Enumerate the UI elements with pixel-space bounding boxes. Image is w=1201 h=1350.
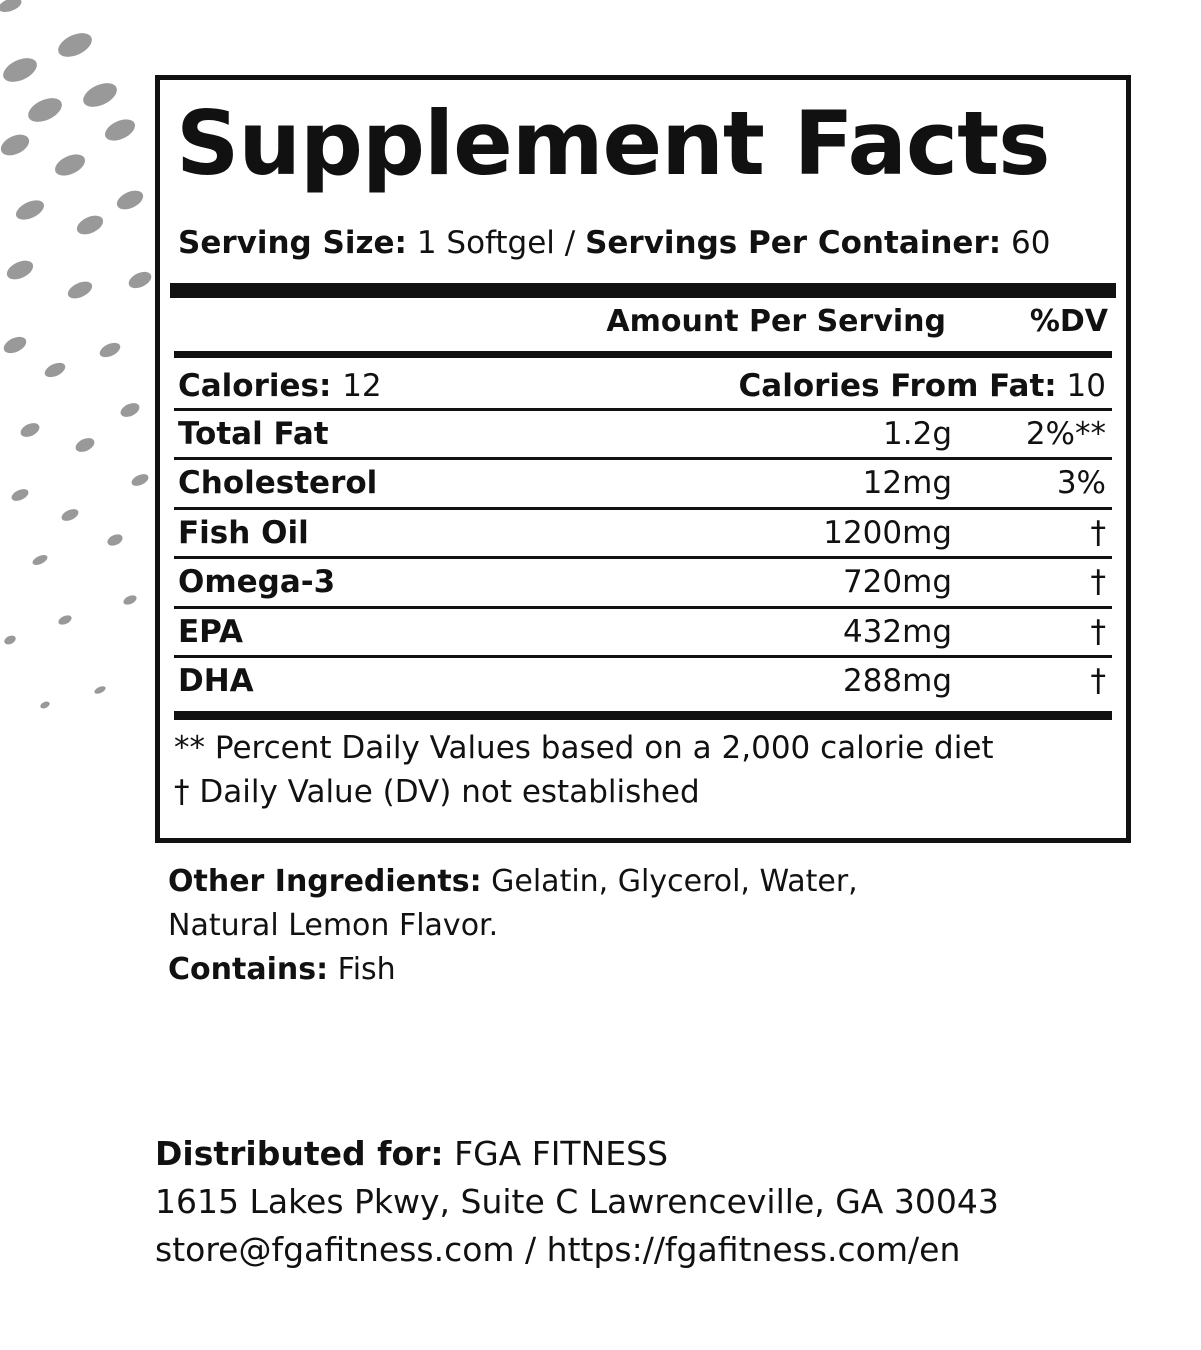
label: Other Ingredients:	[168, 864, 482, 899]
label: Calories:	[178, 368, 332, 404]
amount: 288mg	[842, 663, 952, 699]
rule	[170, 283, 1116, 298]
serving-line: Serving Size: 1 Softgel / Servings Per C…	[178, 225, 1050, 261]
row-rule	[174, 506, 1112, 510]
daily-value: †	[1090, 514, 1107, 551]
amount: 1.2g	[883, 416, 952, 452]
footnote: † Daily Value (DV) not established	[174, 774, 700, 810]
label: Calories From Fat:	[738, 368, 1057, 404]
amount: 720mg	[842, 564, 952, 601]
calories-row: Calories: 12 Calories From Fat: 10	[178, 366, 1106, 406]
amount: 12mg	[862, 465, 952, 502]
row-rule	[174, 605, 1112, 609]
row-rule	[174, 655, 1112, 658]
nutrient-name: Cholesterol	[178, 465, 378, 502]
nutrient-row: EPA 432mg †	[178, 612, 1106, 652]
nutrient-name: Omega-3	[178, 564, 336, 601]
value: 10	[1066, 368, 1106, 404]
value: 12	[342, 368, 382, 404]
nutrient-name: EPA	[178, 613, 244, 650]
distributor: Distributed for: FGA FITNESS	[155, 1134, 668, 1173]
column-header: Amount Per Serving	[606, 304, 946, 339]
nutrient-row: Omega-3 720mg †	[178, 562, 1106, 602]
amount: 432mg	[842, 613, 952, 650]
label: Calories: 12	[178, 366, 382, 406]
contains: Contains: Fish	[168, 952, 396, 987]
nutrient-name: DHA	[178, 663, 254, 699]
dot-pattern	[0, 0, 152, 709]
value: Fish	[337, 952, 396, 987]
row-rule	[174, 556, 1112, 560]
row-rule	[174, 457, 1112, 461]
nutrient-row: Fish Oil 1200mg †	[178, 513, 1106, 553]
label: Contains:	[168, 952, 329, 987]
nutrient-name: Fish Oil	[178, 514, 309, 551]
daily-value: †	[1090, 613, 1107, 650]
ingredients: Natural Lemon Flavor.	[168, 908, 499, 943]
daily-value: 3%	[1056, 465, 1106, 502]
rule	[174, 711, 1112, 720]
value: FGA FITNESS	[454, 1134, 669, 1173]
fat-calories: Calories From Fat: 10	[739, 366, 1106, 406]
label: Servings Per Container:	[585, 225, 1002, 261]
rule	[174, 351, 1112, 358]
row-rule	[174, 408, 1112, 411]
column-header: %DV	[1029, 304, 1108, 339]
nutrient-row: Total Fat 1.2g 2%**	[178, 414, 1106, 454]
address: 1615 Lakes Pkwy, Suite C Lawrenceville, …	[155, 1182, 999, 1221]
daily-value: †	[1090, 663, 1107, 699]
label: Serving Size:	[178, 225, 407, 261]
ingredients: Other Ingredients: Gelatin, Glycerol, Wa…	[168, 864, 858, 899]
value: 1 Softgel /	[416, 225, 576, 261]
daily-value: 2%**	[1025, 416, 1106, 452]
contact: store@fgafitness.com / https://fgafitnes…	[155, 1230, 961, 1269]
nutrient-row: DHA 288mg †	[178, 661, 1106, 701]
footnote: ** Percent Daily Values based on a 2,000…	[174, 730, 994, 766]
label: Distributed for:	[155, 1134, 444, 1173]
daily-value: †	[1090, 564, 1107, 601]
amount: 1200mg	[823, 514, 952, 551]
value: Gelatin, Glycerol, Water,	[491, 864, 858, 899]
nutrient-name: Total Fat	[178, 416, 329, 452]
value: 60	[1011, 225, 1051, 261]
nutrient-row: Cholesterol 12mg 3%	[178, 463, 1106, 503]
facts-box	[155, 75, 1131, 843]
title: Supplement Facts	[176, 92, 1051, 195]
